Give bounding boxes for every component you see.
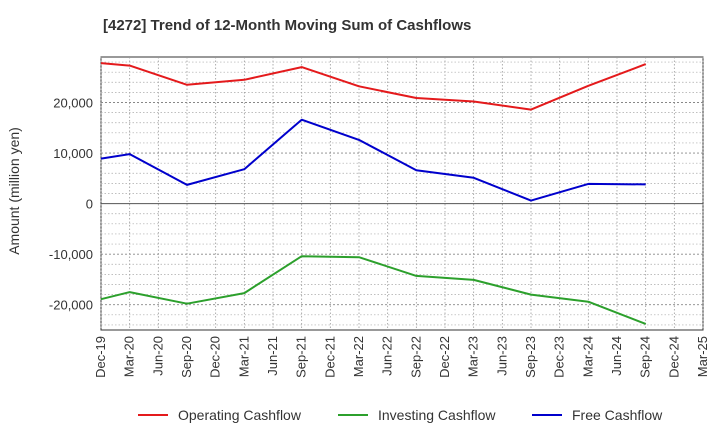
x-tick-label: Sep-24 xyxy=(638,336,653,378)
x-tick-label: Mar-21 xyxy=(236,336,251,377)
x-tick-label: Jun-23 xyxy=(494,336,509,376)
x-tick-label: Sep-22 xyxy=(408,336,423,378)
legend-label: Free Cashflow xyxy=(572,407,663,423)
y-axis-label: Amount (million yen) xyxy=(6,127,22,255)
x-tick-label: Sep-21 xyxy=(294,336,309,378)
y-tick-label: 20,000 xyxy=(53,96,93,111)
series-line-free-cashflow xyxy=(100,118,646,202)
x-tick-labels: Dec-19 Mar-20 Jun-20 Sep-20 Dec-20 Mar-21 Jun-… xyxy=(93,336,710,378)
series-line-investing-cashflow xyxy=(100,255,647,325)
x-tick-label: Jun-22 xyxy=(380,336,395,376)
series-line-operating-cashflow xyxy=(100,62,647,111)
y-tick-label: 0 xyxy=(86,197,93,212)
series-lines xyxy=(100,62,647,325)
x-tick-label: Mar-24 xyxy=(580,336,595,377)
x-tick-label: Dec-22 xyxy=(437,336,452,378)
y-tick-label: -20,000 xyxy=(49,298,93,313)
x-tick-label: Dec-20 xyxy=(208,336,223,378)
chart-title: [4272] Trend of 12-Month Moving Sum of C… xyxy=(103,17,471,34)
x-tick-label: Jun-20 xyxy=(150,336,165,376)
grid-lines xyxy=(100,57,704,330)
x-tick-label: Dec-21 xyxy=(322,336,337,378)
x-tick-label: Mar-20 xyxy=(122,336,137,377)
legend-label: Operating Cashflow xyxy=(178,407,302,423)
x-tick-label: Jun-24 xyxy=(609,336,624,376)
x-tick-label: Sep-23 xyxy=(523,336,538,378)
y-tick-label: 10,000 xyxy=(53,146,93,161)
x-tick-label: Jun-21 xyxy=(265,336,280,376)
x-tick-label: Sep-20 xyxy=(179,336,194,378)
y-tick-label: -10,000 xyxy=(49,247,93,262)
y-tick-labels: -20,000 -10,000 0 10,000 20,000 xyxy=(49,96,93,313)
x-tick-label: Mar-25 xyxy=(695,336,710,377)
legend-label: Investing Cashflow xyxy=(378,407,496,423)
x-tick-label: Dec-24 xyxy=(666,336,681,378)
x-tick-label: Dec-23 xyxy=(552,336,567,378)
x-tick-label: Dec-19 xyxy=(93,336,108,378)
legend: Operating Cashflow Investing Cashflow Free… xyxy=(138,407,663,423)
x-tick-label: Mar-22 xyxy=(351,336,366,377)
x-tick-label: Mar-23 xyxy=(466,336,481,377)
